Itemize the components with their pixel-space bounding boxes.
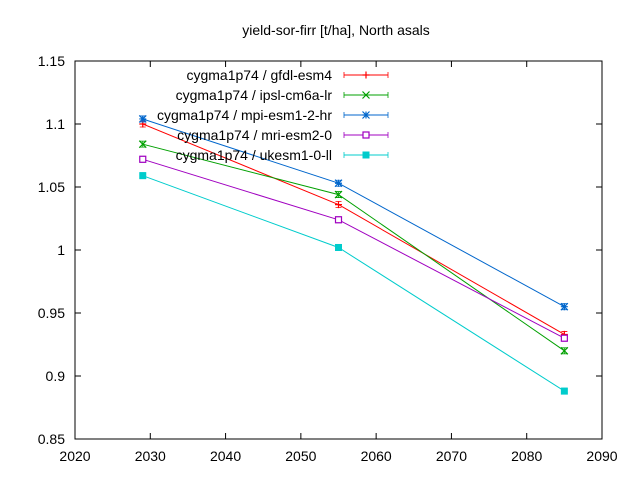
data-point bbox=[335, 201, 342, 209]
legend: cygma1p74 / gfdl-esm4 cygma1p74 / ipsl-cm… bbox=[157, 67, 389, 163]
legend-label: cygma1p74 / ukesm1-0-ll bbox=[176, 147, 332, 163]
data-point bbox=[362, 111, 370, 119]
data-point bbox=[138, 140, 147, 149]
series-5 bbox=[139, 172, 568, 395]
legend-label: cygma1p74 / mpi-esm1-2-hr bbox=[157, 107, 332, 123]
series-line bbox=[142, 158, 565, 339]
x-tick-label: 2050 bbox=[285, 448, 316, 464]
data-point bbox=[334, 190, 343, 199]
data-point bbox=[139, 155, 147, 163]
legend-errorbar bbox=[343, 92, 389, 98]
data-point bbox=[560, 346, 569, 355]
x-tick-label: 2060 bbox=[361, 448, 392, 464]
x-tick-label: 2090 bbox=[586, 448, 617, 464]
data-point bbox=[362, 71, 370, 79]
y-tick-label: 1.1 bbox=[46, 116, 66, 132]
y-tick-label: 1.05 bbox=[38, 179, 65, 195]
data-point bbox=[362, 131, 370, 139]
x-tick-label: 2080 bbox=[511, 448, 542, 464]
data-point bbox=[560, 334, 568, 342]
legend-entry: cygma1p74 / gfdl-esm4 bbox=[186, 67, 389, 83]
legend-errorbar bbox=[343, 112, 389, 118]
data-point bbox=[560, 387, 568, 395]
data-point bbox=[139, 172, 147, 180]
legend-errorbar bbox=[343, 152, 389, 158]
data-point bbox=[334, 179, 343, 188]
y-tick-label: 0.85 bbox=[38, 431, 65, 447]
legend-entry: cygma1p74 / ipsl-cm6a-lr bbox=[176, 87, 389, 103]
data-point bbox=[362, 151, 370, 159]
legend-entry: cygma1p74 / mri-esm2-0 bbox=[177, 127, 389, 143]
axes: 2020 2030 2040 2050 2060 2070 2080 2090 0.85 0.9 0… bbox=[38, 53, 618, 464]
y-tick-label: 0.9 bbox=[46, 368, 66, 384]
x-tick-label: 2040 bbox=[210, 448, 241, 464]
series-4 bbox=[139, 155, 568, 342]
legend-entry: cygma1p74 / ukesm1-0-ll bbox=[176, 147, 389, 163]
x-tick-label: 2020 bbox=[59, 448, 90, 464]
y-tick-label: 0.95 bbox=[38, 305, 65, 321]
data-point bbox=[335, 243, 342, 251]
series-3 bbox=[138, 115, 569, 311]
legend-label: cygma1p74 / mri-esm2-0 bbox=[177, 127, 332, 143]
legend-label: cygma1p74 / gfdl-esm4 bbox=[186, 67, 332, 83]
legend-label: cygma1p74 / ipsl-cm6a-lr bbox=[176, 87, 333, 103]
chart-title: yield-sor-firr [t/ha], North asals bbox=[242, 22, 430, 38]
data-point bbox=[334, 216, 343, 224]
series-line bbox=[142, 143, 565, 352]
legend-errorbar bbox=[343, 132, 389, 138]
y-tick-label: 1.15 bbox=[38, 53, 65, 69]
y-tick-label: 1 bbox=[57, 242, 65, 258]
series-2 bbox=[138, 140, 569, 355]
series-line bbox=[142, 175, 565, 392]
data-point bbox=[138, 115, 147, 123]
legend-errorbar bbox=[343, 72, 389, 78]
x-tick-label: 2070 bbox=[436, 448, 467, 464]
plot-lines bbox=[138, 115, 569, 395]
data-point bbox=[560, 302, 569, 311]
data-point bbox=[362, 91, 370, 99]
legend-entry: cygma1p74 / mpi-esm1-2-hr bbox=[157, 107, 389, 123]
x-tick-label: 2030 bbox=[135, 448, 166, 464]
